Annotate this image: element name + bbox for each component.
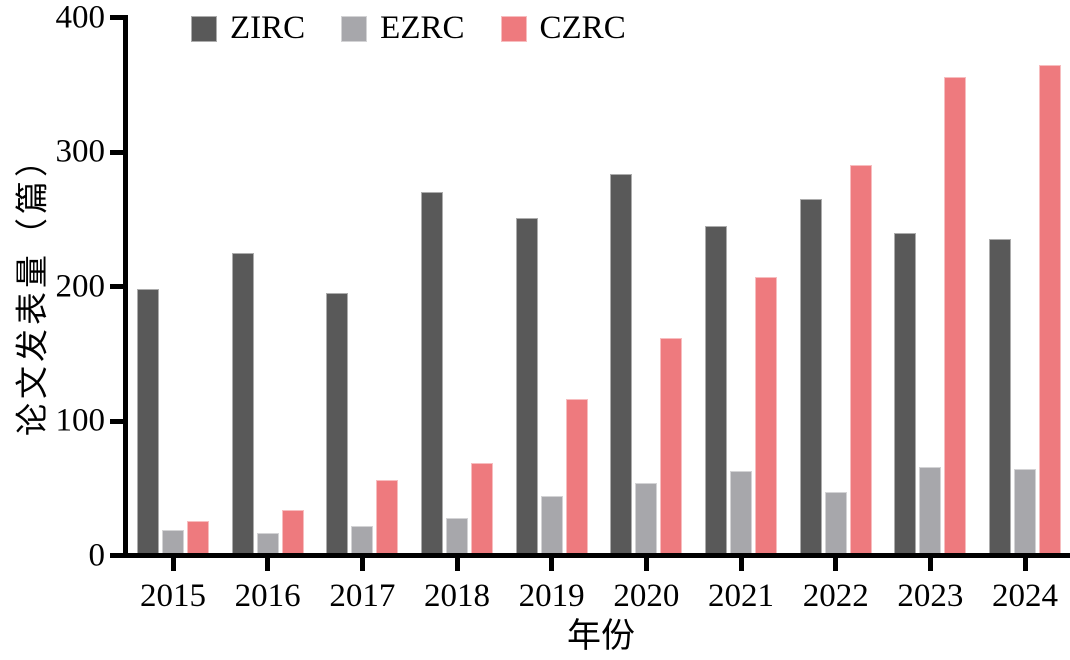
x-tick-label-2015: 2015	[140, 578, 206, 614]
x-tick-2024	[1022, 558, 1028, 571]
x-axis-line	[110, 553, 1070, 558]
legend-label-ezrc: EZRC	[380, 10, 465, 46]
y-tick-100	[110, 418, 123, 424]
bar-czrc-2020	[660, 337, 683, 558]
bar-czrc-2022	[849, 165, 872, 558]
x-axis-title: 年份	[567, 618, 635, 655]
y-axis-line	[123, 15, 128, 558]
y-tick-0	[110, 553, 123, 558]
x-tick-2016	[265, 558, 271, 571]
legend-item-zirc: ZIRC	[191, 12, 305, 45]
legend-item-czrc: CZRC	[500, 10, 626, 46]
bar-ezrc-2019	[540, 496, 563, 558]
y-tick-300	[110, 149, 123, 155]
bar-czrc-2016	[281, 509, 304, 558]
bar-zirc-2016	[231, 252, 254, 558]
y-tick-label-0: 0	[88, 537, 106, 573]
x-tick-label-2019: 2019	[518, 578, 585, 614]
x-tick-2021	[738, 558, 744, 571]
x-tick-label-2016: 2016	[234, 578, 301, 614]
bar-ezrc-2016	[256, 532, 279, 558]
bar-zirc-2020	[610, 173, 633, 558]
bar-zirc-2018	[421, 192, 443, 558]
bar-ezrc-2023	[919, 466, 942, 558]
bar-zirc-2023	[894, 232, 917, 558]
bar-czrc-2024	[1039, 64, 1062, 558]
bar-zirc-2022	[799, 199, 822, 558]
bar-czrc-2023	[944, 76, 967, 558]
x-tick-2023	[927, 558, 933, 571]
legend-item-ezrc: EZRC	[341, 10, 465, 46]
legend: ZIRC EZRC CZRC	[191, 12, 626, 45]
x-tick-2018	[454, 558, 460, 571]
y-tick-label-400: 400	[55, 0, 106, 35]
bar-czrc-2019	[565, 399, 588, 558]
bar-zirc-2019	[515, 217, 538, 558]
bar-ezrc-2024	[1014, 469, 1037, 558]
y-tick-200	[110, 284, 123, 289]
bar-czrc-2021	[755, 277, 778, 558]
x-tick-label-2017: 2017	[329, 578, 396, 614]
bar-czrc-2018	[471, 462, 493, 558]
bar-ezrc-2020	[635, 482, 658, 558]
bar-ezrc-2015	[162, 529, 184, 558]
y-tick-label-200: 200	[55, 268, 106, 304]
legend-swatch-czrc	[500, 15, 527, 42]
bar-zirc-2024	[989, 239, 1012, 558]
x-tick-2015	[170, 558, 176, 571]
x-tick-label-2022: 2022	[802, 578, 869, 614]
x-tick-2022	[833, 558, 839, 571]
bar-ezrc-2017	[351, 525, 374, 558]
y-tick-400	[110, 15, 123, 20]
x-tick-label-2020: 2020	[613, 578, 680, 614]
bar-zirc-2021	[705, 225, 728, 558]
legend-label-zirc: ZIRC	[230, 10, 306, 46]
x-tick-label-2018: 2018	[424, 578, 490, 614]
y-tick-label-100: 100	[55, 402, 106, 439]
legend-swatch-ezrc	[341, 15, 368, 42]
bar-zirc-2015	[137, 289, 159, 558]
bar-czrc-2015	[187, 520, 209, 558]
legend-swatch-zirc	[191, 15, 217, 42]
x-tick-2017	[359, 558, 365, 571]
legend-label-czrc: CZRC	[539, 10, 626, 46]
bar-czrc-2017	[376, 480, 399, 558]
bar-ezrc-2018	[446, 517, 468, 558]
y-tick-label-300: 300	[55, 133, 106, 170]
bar-ezrc-2021	[730, 470, 753, 558]
x-tick-label-2024: 2024	[992, 578, 1059, 614]
x-tick-label-2021: 2021	[708, 578, 775, 614]
x-tick-2019	[549, 558, 555, 571]
bar-zirc-2017	[326, 293, 349, 558]
x-tick-2020	[643, 558, 649, 571]
x-tick-label-2023: 2023	[897, 578, 964, 614]
bar-ezrc-2022	[824, 492, 847, 558]
